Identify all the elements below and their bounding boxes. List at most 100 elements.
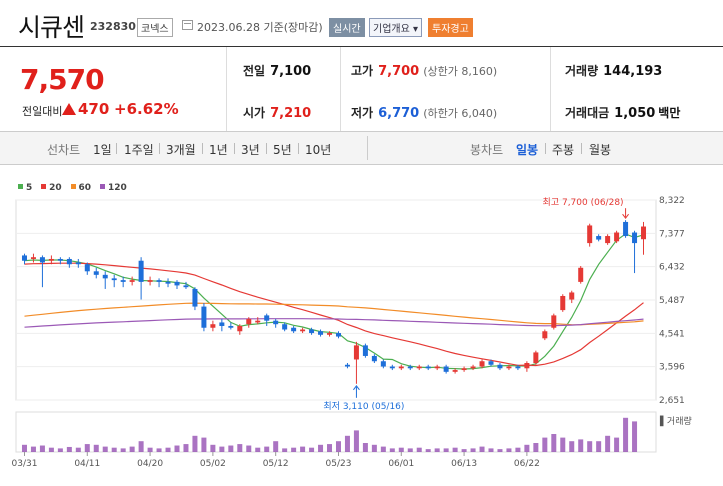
upper-limit: (상한가 8,160) (423, 65, 498, 78)
ma-legend: 5 20 60 120 (18, 183, 133, 193)
min-arrow-head (353, 384, 360, 391)
volume-bar (273, 441, 279, 452)
stat-high: 고가 7,700 (상한가 8,160) (351, 62, 497, 79)
candle-chart-label: 봉차트 (470, 143, 504, 157)
realtime-button[interactable]: 실시간 (329, 18, 365, 37)
candle-body (300, 329, 306, 332)
tab-1y[interactable]: 1년 (209, 143, 228, 157)
volume-bar (57, 448, 63, 452)
tab-daily[interactable]: 일봉 (516, 143, 539, 157)
candle-body (48, 258, 54, 261)
volume-bar (84, 444, 90, 452)
candle-body (156, 280, 162, 282)
volume-bar (21, 444, 27, 452)
volume-bar (300, 446, 306, 452)
stat-label: 전일 (243, 64, 266, 78)
candle-body (371, 355, 377, 362)
candle-body (578, 267, 584, 282)
x-tick-label: 06/13 (451, 459, 477, 469)
volume-bar (318, 444, 324, 452)
investment-warning-badge[interactable]: 투자경고 (428, 18, 473, 37)
volume-bar (156, 448, 162, 452)
tab-weekly[interactable]: 주봉 (552, 143, 575, 157)
stat-open: 시가 7,210 (243, 104, 311, 121)
legend-ma60: 60 (70, 183, 91, 193)
corp-overview-dropdown[interactable]: 기업개요 ▾ (369, 18, 422, 37)
y-tick-label: 5,487 (659, 296, 685, 306)
ma60-line (24, 302, 644, 326)
candle-body (129, 280, 135, 282)
candle-body (389, 366, 395, 369)
volume-label: ▌거래량 (659, 415, 692, 427)
tab-1d[interactable]: 1일 (93, 143, 112, 157)
stat-low: 저가 6,770 (하한가 6,040) (351, 104, 497, 121)
candle-body (84, 264, 90, 272)
candle-body (533, 352, 539, 364)
stock-header: 시큐센 232830 코넥스 2023.06.28 기준(장마감) 실시간 기업… (0, 0, 723, 46)
volume-bar (246, 445, 252, 452)
volume-bar (551, 434, 557, 452)
volume-bar (237, 444, 243, 452)
candle-body (102, 274, 108, 279)
volume-bar (48, 447, 54, 452)
tab-5y[interactable]: 5년 (273, 143, 292, 157)
volume-bar (102, 446, 108, 452)
tab-1w[interactable]: 1주일 (124, 143, 154, 157)
candle-body (353, 345, 359, 360)
stat-label: 거래량 (565, 64, 599, 78)
volume-bar (416, 447, 422, 452)
base-date: 2023.06.28 기준(장마감) (197, 21, 323, 34)
candle-body (138, 260, 144, 282)
candle-body (515, 366, 521, 369)
x-tick-label: 04/11 (74, 459, 100, 469)
chart-tabs-bar: 선차트 1일 1주일 3개월 1년 3년 5년 10년 봉차트 일봉 주봉 월봉 (0, 131, 723, 165)
candle-body (93, 271, 99, 275)
change-amount: 470 (78, 100, 110, 118)
tab-3y[interactable]: 3년 (241, 143, 260, 157)
x-tick-label: 06/01 (388, 459, 414, 469)
volume-bar (228, 445, 234, 452)
candle-body (362, 345, 368, 356)
volume-bar (138, 441, 144, 452)
calendar-icon (182, 20, 193, 30)
candle-body (255, 320, 261, 323)
candle-body (569, 292, 575, 300)
volume-bar (434, 448, 440, 452)
candle-body (228, 325, 234, 328)
divider (340, 47, 341, 131)
candle-body (309, 329, 315, 334)
tab-3m[interactable]: 3개월 (166, 143, 196, 157)
candle-body (398, 366, 404, 369)
volume-bar (380, 446, 386, 452)
volume-bar (596, 441, 602, 452)
stat-label: 저가 (351, 106, 374, 120)
candle-body (479, 361, 485, 367)
tab-divider (298, 143, 299, 154)
candle-body (147, 280, 153, 282)
volume-bar (93, 444, 99, 452)
candle-body (335, 333, 341, 337)
candle-body (327, 333, 333, 335)
candle-body (57, 258, 63, 261)
tab-divider (266, 143, 267, 154)
candle-body (632, 232, 638, 244)
divider (226, 47, 227, 131)
x-tick-label: 05/12 (263, 459, 289, 469)
stat-prev-close: 전일 7,100 (243, 62, 311, 79)
candle-body (111, 278, 117, 281)
tab-divider (581, 143, 582, 154)
legend-ma20: 20 (41, 183, 62, 193)
legend-ma120: 120 (99, 183, 127, 193)
volume-bar (165, 447, 171, 452)
candle-body (318, 331, 324, 335)
y-tick-label: 7,377 (659, 229, 685, 239)
volume-bar (488, 448, 494, 452)
stat-amount: 거래대금 1,050 백만 (565, 104, 680, 121)
tab-10y[interactable]: 10년 (305, 143, 332, 157)
candle-body (237, 325, 243, 332)
candle-body (39, 257, 45, 263)
x-tick-label: 05/02 (200, 459, 226, 469)
volume-bar (255, 447, 261, 452)
tab-monthly[interactable]: 월봉 (589, 143, 612, 157)
tab-divider (159, 143, 160, 154)
